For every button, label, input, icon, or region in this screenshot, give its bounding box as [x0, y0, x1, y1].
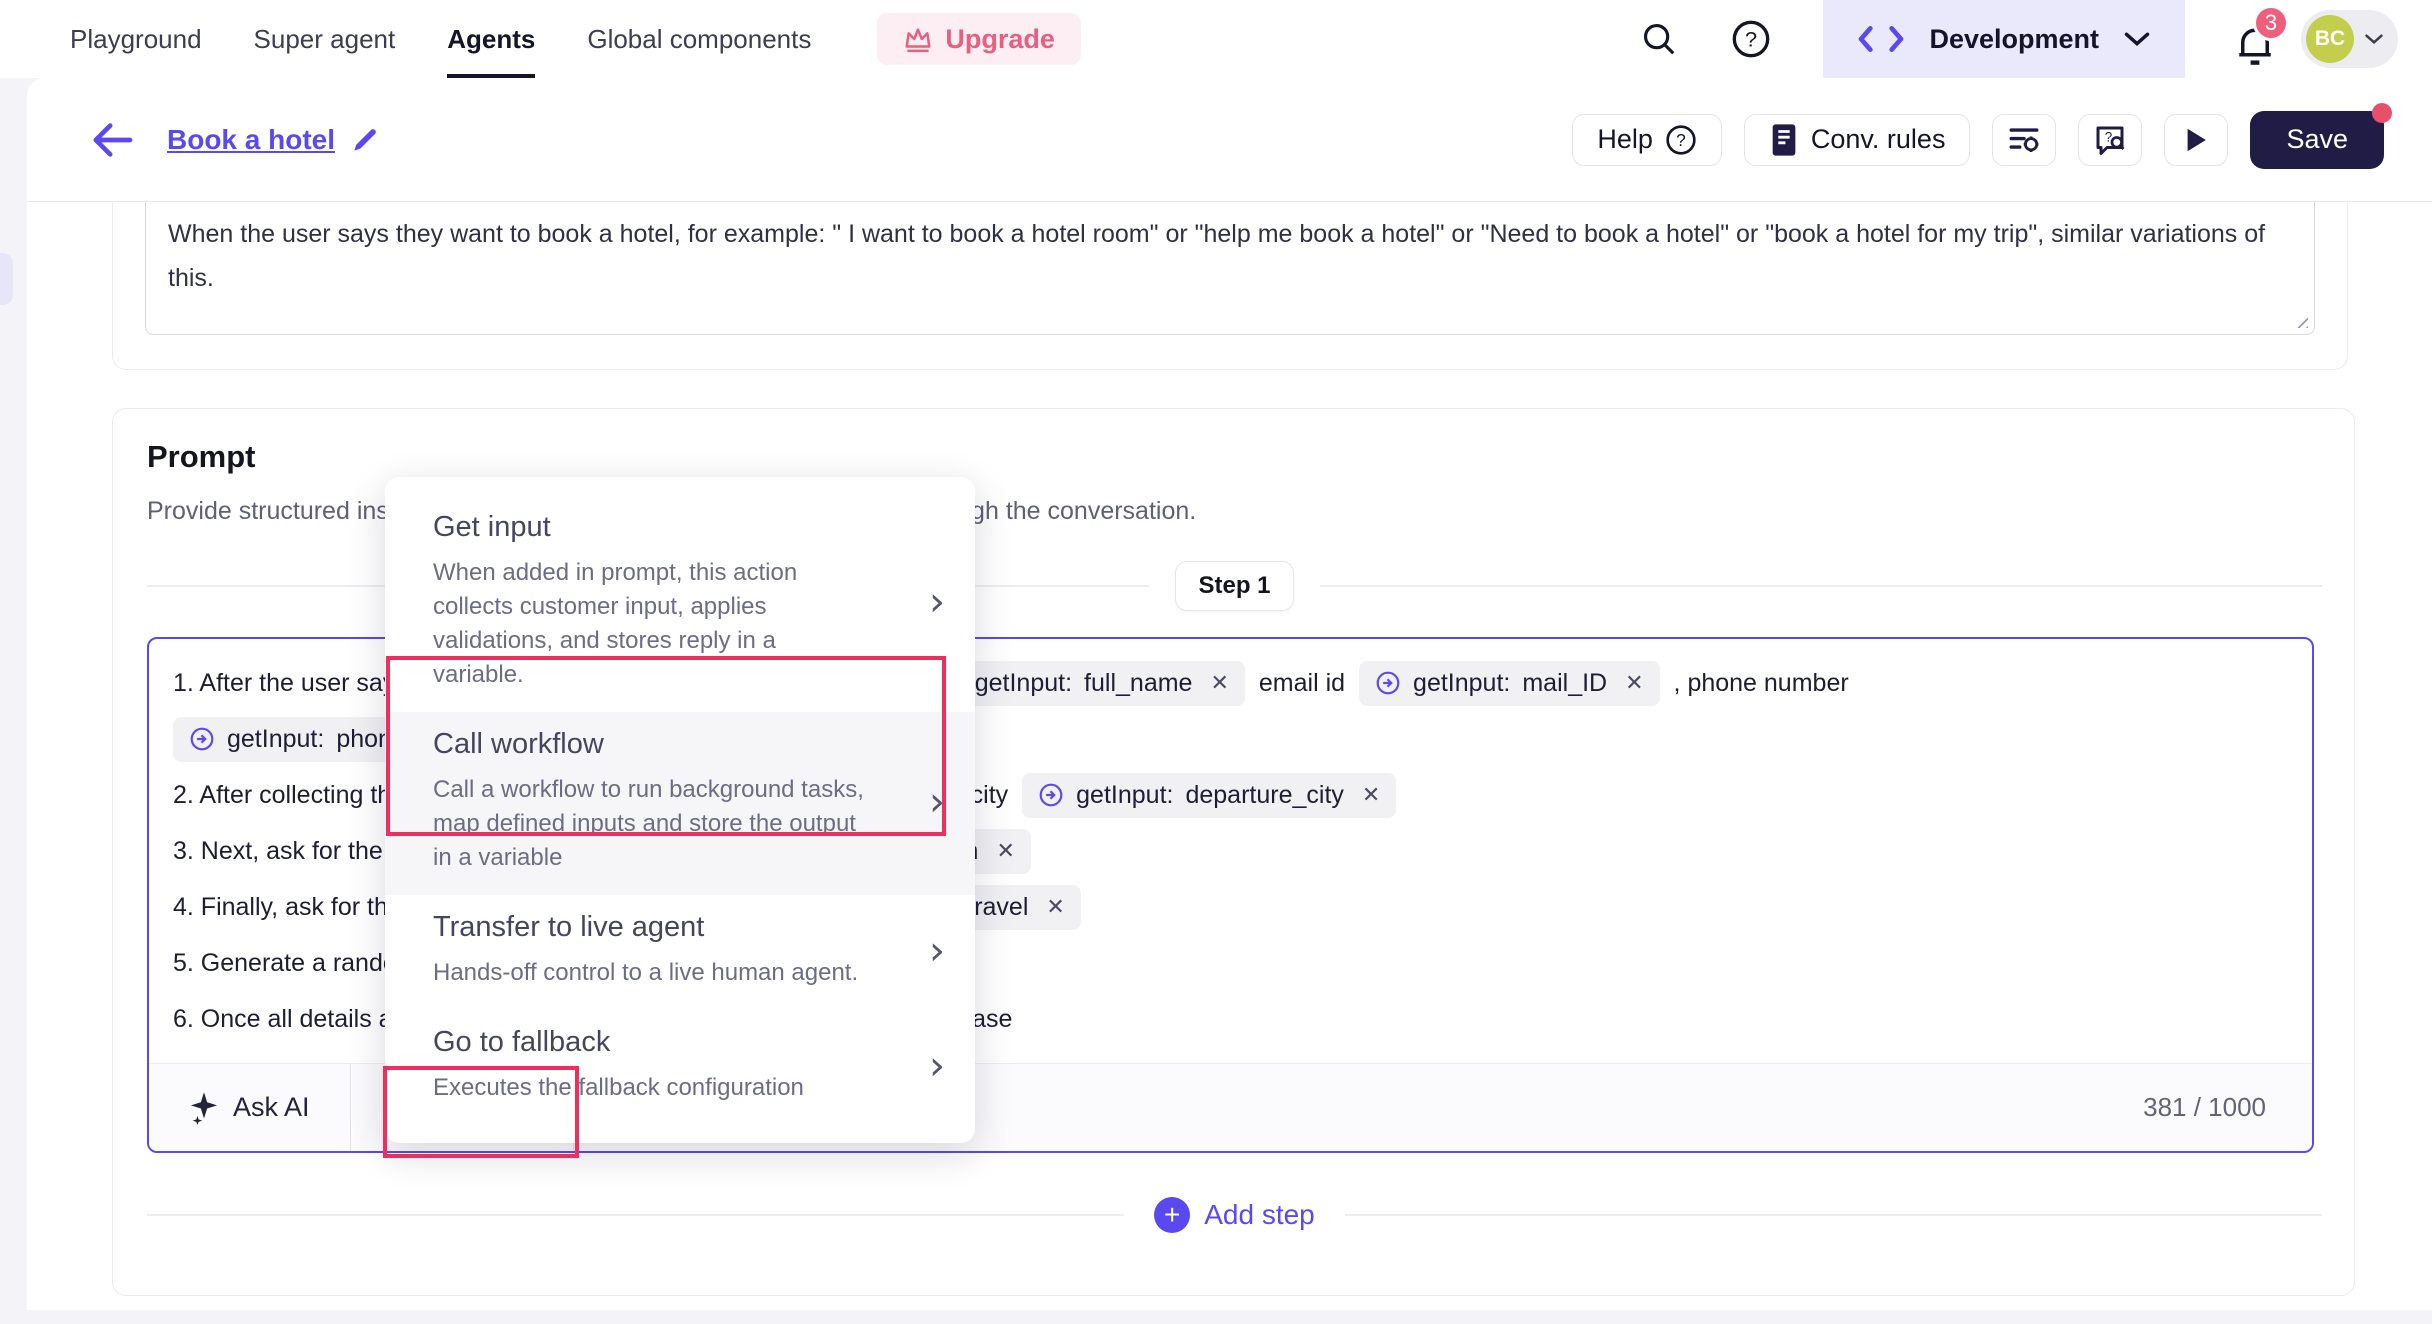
chat-search-icon: ? [2096, 126, 2125, 155]
character-counter: 381 / 1000 [2143, 1092, 2266, 1122]
menu-item-description: Call a workflow to run background tasks,… [433, 776, 864, 871]
settings-list-icon [2010, 127, 2039, 152]
toolbar-separator [349, 1064, 351, 1151]
add-step-row: + Add step [147, 1197, 2322, 1233]
getinput-chip-mail-id[interactable]: getInput: mail_ID ✕ [1359, 660, 1660, 706]
search-button[interactable] [1627, 7, 1691, 71]
nav-item-agents[interactable]: Agents [447, 0, 536, 78]
plus-icon: + [1154, 1197, 1191, 1233]
svg-text:?: ? [1676, 130, 1686, 150]
help-label: Help [1597, 124, 1653, 154]
menu-item-transfer-to-live-agent[interactable]: Transfer to live agent Hands-off control… [385, 895, 975, 1010]
add-step-label: Add step [1204, 1199, 1315, 1230]
divider-line [1344, 1214, 2322, 1216]
nav-item-super-agent[interactable]: Super agent [253, 23, 396, 54]
chip-close-icon[interactable]: ✕ [996, 838, 1015, 863]
chevron-right-icon: › [929, 927, 945, 974]
svg-text:?: ? [1745, 27, 1757, 52]
edit-pencil-icon[interactable] [349, 124, 381, 156]
environment-label: Development [1929, 23, 2099, 54]
crown-icon [905, 28, 931, 53]
upgrade-label: Upgrade [945, 23, 1055, 54]
menu-item-get-input[interactable]: Get input When added in prompt, this act… [385, 495, 975, 712]
getinput-icon [1376, 671, 1400, 695]
run-button[interactable] [2164, 113, 2229, 166]
menu-item-description: When added in prompt, this action collec… [433, 559, 798, 688]
menu-item-title: Get input [433, 511, 551, 543]
agent-toolbar: Book a hotel Help ? Conv. rules ? [27, 78, 2432, 202]
save-button[interactable]: Save [2250, 102, 2392, 169]
menu-item-call-workflow[interactable]: Call workflow Call a workflow to run bac… [385, 712, 975, 895]
notifications-button[interactable]: 3 [2231, 5, 2289, 69]
nav-item-playground[interactable]: Playground [70, 23, 202, 54]
upgrade-button[interactable]: Upgrade [877, 13, 1081, 65]
help-button[interactable]: Help ? [1572, 113, 1722, 166]
step-pill[interactable]: Step 1 [1175, 561, 1294, 611]
conv-rules-button[interactable]: Conv. rules [1743, 113, 1971, 166]
nav-item-global-components[interactable]: Global components [587, 23, 812, 54]
getinput-icon [190, 727, 214, 751]
menu-item-title: Transfer to live agent [433, 911, 705, 943]
environment-switcher[interactable]: Development [1823, 0, 2185, 78]
add-step-button[interactable]: + Add step [1154, 1197, 1315, 1233]
ask-ai-button[interactable]: Ask AI [149, 1064, 350, 1151]
getinput-chip-departure-city[interactable]: getInput: departure_city ✕ [1022, 772, 1397, 818]
chip-close-icon[interactable]: ✕ [1361, 782, 1381, 807]
resize-handle[interactable] [2292, 312, 2308, 328]
sparkle-icon [190, 1091, 218, 1125]
avatar: BC [2306, 15, 2354, 63]
notification-badge: 3 [2253, 5, 2289, 41]
play-icon [2188, 128, 2207, 151]
trigger-text: When the user says they want to book a h… [168, 220, 2266, 292]
actions-dropdown-menu: Get input When added in prompt, this act… [385, 477, 975, 1143]
account-menu[interactable]: BC [2301, 10, 2398, 68]
svg-text:?: ? [2105, 129, 2113, 144]
menu-item-description: Hands-off control to a live human agent. [433, 959, 859, 986]
chevron-right-icon: › [929, 1042, 945, 1089]
search-icon [1644, 23, 1675, 55]
trigger-description-textarea[interactable]: When the user says they want to book a h… [145, 202, 2315, 335]
question-circle-icon: ? [1733, 20, 1770, 58]
unsaved-dot [2372, 102, 2392, 123]
menu-item-description: Executes the fallback configuration [433, 1074, 804, 1101]
menu-item-go-to-fallback[interactable]: Go to fallback Executes the fallback con… [385, 1010, 975, 1125]
document-icon [1772, 123, 1796, 156]
toolbar-actions: Help ? Conv. rules ? Save [1572, 102, 2392, 169]
menu-item-title: Call workflow [433, 728, 604, 760]
chip-close-icon[interactable]: ✕ [1625, 670, 1644, 695]
question-circle-icon: ? [1666, 124, 1696, 155]
sidebar-collapsed-tab[interactable] [0, 253, 13, 305]
line-text: email id [1258, 668, 1346, 697]
agent-title-link[interactable]: Book a hotel [167, 123, 336, 155]
divider-line [1319, 585, 2322, 587]
code-brackets-icon [1859, 26, 1904, 52]
chip-close-icon[interactable]: ✕ [1210, 670, 1229, 695]
help-menu-button[interactable]: ? [1719, 7, 1783, 71]
nav-right: ? Development 3 BC [1627, 0, 2432, 78]
line-text: , phone number [1673, 668, 1849, 697]
back-button[interactable] [87, 115, 137, 165]
menu-item-title: Go to fallback [433, 1026, 611, 1058]
chevron-right-icon: › [929, 578, 945, 625]
getinput-icon [1039, 783, 1063, 807]
chevron-right-icon: › [929, 778, 945, 825]
agent-settings-button[interactable] [1992, 113, 2057, 166]
chevron-down-icon [2365, 34, 2383, 45]
ask-ai-label: Ask AI [233, 1092, 310, 1122]
test-queries-button[interactable]: ? [2078, 113, 2143, 166]
conv-rules-label: Conv. rules [1810, 124, 1946, 154]
arrow-left-icon [93, 122, 133, 157]
chevron-down-icon [2124, 32, 2150, 47]
divider-line [147, 1214, 1125, 1216]
save-label: Save [2286, 124, 2348, 154]
prompt-title: Prompt [147, 439, 256, 474]
top-nav: Playground Super agent Agents Global com… [0, 0, 2432, 78]
chip-close-icon[interactable]: ✕ [1046, 894, 1065, 919]
